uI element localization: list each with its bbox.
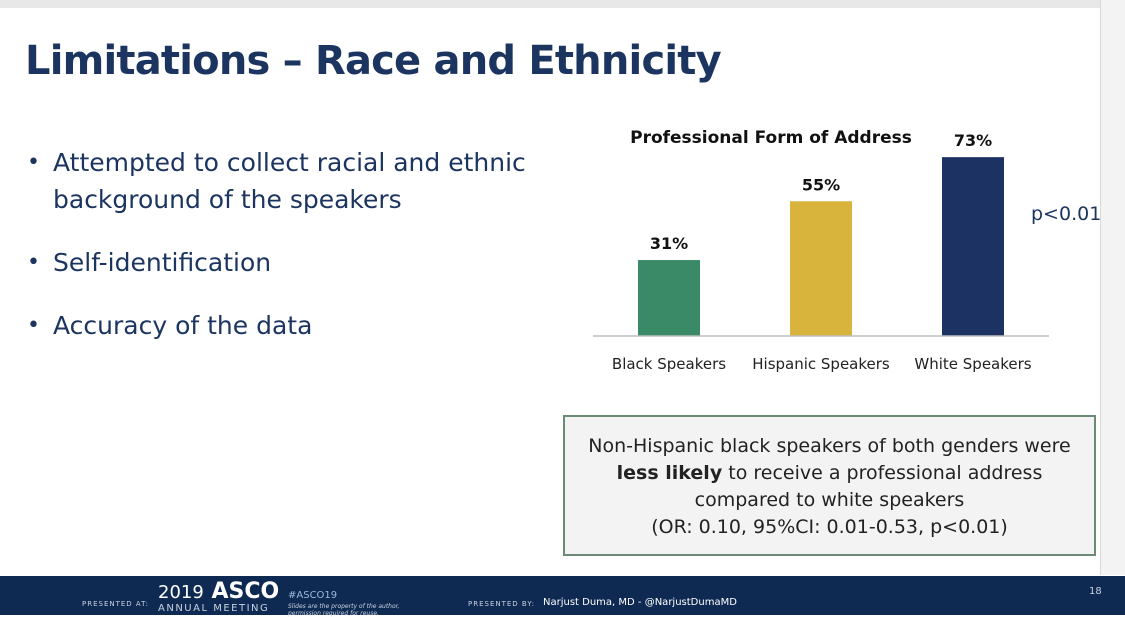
bar-white-speakers <box>942 157 1004 336</box>
bar-value-label: 73% <box>954 131 992 150</box>
right-margin-strip <box>1100 0 1125 575</box>
bullet-list: • Attempted to collect racial and ethnic … <box>25 144 545 370</box>
bullet-item: • Self-identification <box>25 244 545 281</box>
p-value-label: p<0.01 <box>1031 203 1102 225</box>
x-tick-label: Black Speakers <box>612 355 726 373</box>
bar-black-speakers <box>638 260 700 336</box>
slide-title: Limitations – Race and Ethnicity <box>25 38 722 84</box>
page-number: 18 <box>1089 586 1102 597</box>
bullet-item: • Attempted to collect racial and ethnic … <box>25 144 545 218</box>
x-tick-label: White Speakers <box>914 355 1031 373</box>
bullet-text: Attempted to collect racial and ethnic b… <box>53 148 526 214</box>
asco-logo: 2019 ASCO <box>158 579 279 604</box>
bar-value-label: 55% <box>802 175 840 194</box>
bullet-dot: • <box>27 150 40 175</box>
callout-text-2: to receive a professional address compar… <box>694 462 1043 511</box>
hashtag: #ASCO19 <box>288 590 338 601</box>
bars-group: 31% Black Speakers 55% Hispanic Speakers 73%… <box>612 131 1032 373</box>
bullet-text: Accuracy of the data <box>53 311 313 340</box>
x-tick-label: Hispanic Speakers <box>752 355 890 373</box>
bullet-dot: • <box>27 313 40 338</box>
bar-chart: Professional Form of Address 31% Black Sp… <box>580 110 1100 400</box>
annual-meeting-label: ANNUAL MEETING <box>158 603 270 614</box>
bullet-text: Self-identification <box>53 248 272 277</box>
presenter-name: Narjust Duma, MD - @NarjustDumaMD <box>543 597 737 608</box>
presented-at-label: PRESENTED AT: <box>82 600 150 608</box>
bar-hispanic-speakers <box>790 201 852 336</box>
logo-year: 2019 <box>158 582 204 603</box>
chart-title: Professional Form of Address <box>630 128 912 148</box>
disclaimer: Slides are the property of the author, p… <box>288 603 400 617</box>
footer-bar: PRESENTED AT: 2019 ASCO ANNUAL MEETING #… <box>0 576 1125 617</box>
callout-emphasis: less likely <box>616 462 723 484</box>
bar-chart-svg: Professional Form of Address 31% Black Sp… <box>593 128 1049 373</box>
top-rule <box>0 0 1125 8</box>
callout-statistics: (OR: 0.10, 95%CI: 0.01-0.53, p<0.01) <box>651 516 1008 538</box>
findings-callout: Non-Hispanic black speakers of both gend… <box>563 415 1096 556</box>
bullet-dot: • <box>27 250 40 275</box>
logo-brand: ASCO <box>211 579 280 604</box>
callout-text-1: Non-Hispanic black speakers of both gend… <box>588 435 1071 457</box>
presented-by-label: PRESENTED BY: <box>468 600 536 608</box>
bullet-item: • Accuracy of the data <box>25 307 545 344</box>
bar-value-label: 31% <box>650 234 688 253</box>
